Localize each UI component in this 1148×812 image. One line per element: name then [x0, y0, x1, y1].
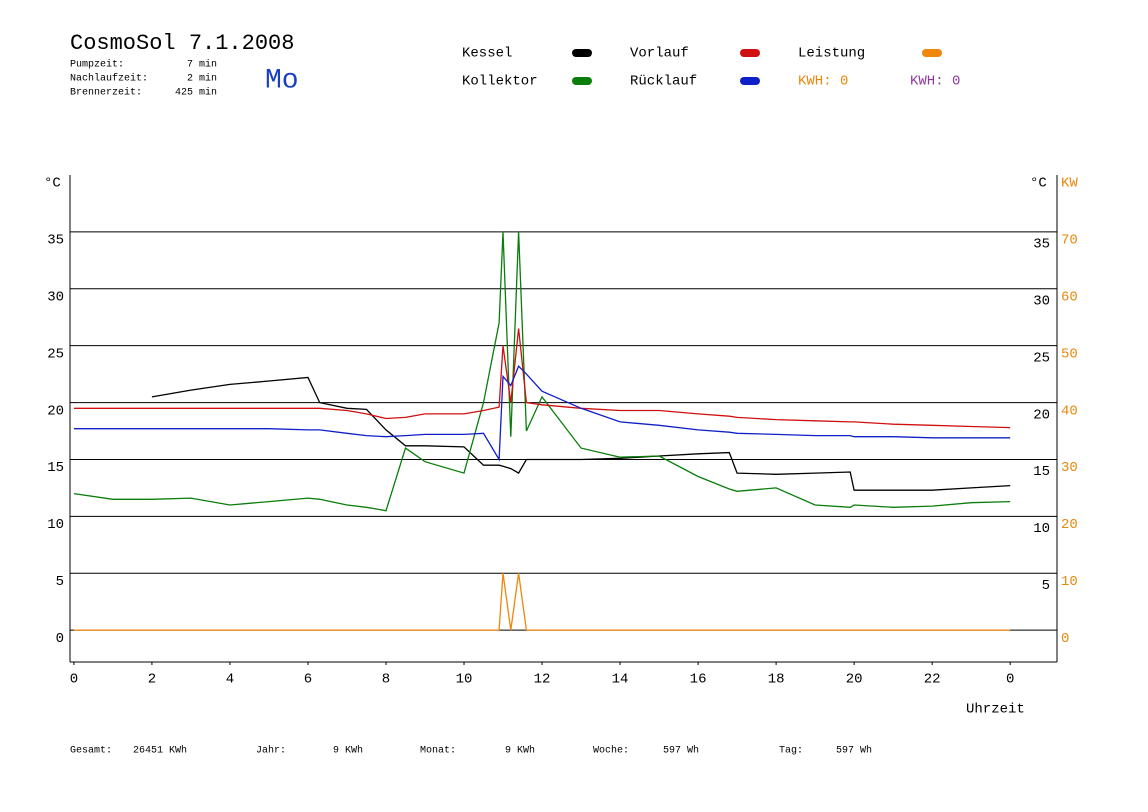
info-label: Brennerzeit:	[70, 87, 142, 99]
x-tick-label: 4	[226, 672, 234, 688]
info-value: 425 min	[175, 87, 217, 99]
y-tick-label-right: 35	[1033, 237, 1050, 253]
y-tick-label: 25	[47, 346, 64, 362]
footer-label: Monat:	[420, 746, 456, 757]
x-tick-label: 12	[534, 672, 551, 688]
legend-label: Rücklauf	[630, 74, 697, 90]
y2-axis-label: KW	[1061, 176, 1078, 192]
y-tick-label-right: 10	[1033, 521, 1050, 537]
footer-label: Jahr:	[256, 745, 286, 757]
legend-label: Leistung	[798, 46, 865, 62]
footer-value: 597 Wh	[836, 745, 872, 757]
x-tick-label: 10	[456, 672, 473, 688]
y-tick-label: 15	[47, 460, 64, 476]
series-line	[73, 328, 1011, 429]
x-tick-label: 0	[70, 672, 78, 688]
y2-tick-label: 70	[1061, 233, 1078, 249]
footer-label: Tag:	[779, 746, 803, 757]
kwh-label: KWH: 0	[910, 74, 960, 90]
title: CosmoSol 7.1.2008	[70, 31, 294, 56]
legend-swatch	[740, 77, 760, 85]
footer-value: 9 KWh	[505, 745, 535, 757]
series-line	[73, 231, 1011, 512]
x-tick-label: 6	[304, 672, 312, 688]
kwh-label: KWH: 0	[798, 74, 848, 90]
info-label: Nachlaufzeit:	[70, 73, 148, 85]
legend-label: Vorlauf	[630, 46, 689, 62]
y-tick-label-right: 30	[1033, 293, 1050, 309]
x-tick-label: 8	[382, 672, 390, 688]
legend-swatch	[572, 49, 592, 57]
y-axis-label: °C	[44, 176, 61, 192]
legend-label: Kessel	[462, 46, 512, 62]
y2-tick-label: 0	[1061, 631, 1069, 647]
y2-tick-label: 50	[1061, 346, 1078, 362]
x-tick-label: 14	[612, 672, 629, 688]
series-line	[73, 365, 1011, 462]
y-tick-label: 35	[47, 233, 64, 249]
footer-value: 9 KWh	[333, 745, 363, 757]
footer-value: 26451 KWh	[133, 745, 187, 757]
y-tick-label: 20	[47, 403, 64, 419]
footer-label: Woche:	[593, 745, 629, 757]
y2-tick-label: 30	[1061, 460, 1078, 476]
info-value: 2 min	[187, 73, 217, 85]
legend-swatch	[922, 49, 942, 57]
y2-tick-label: 10	[1061, 574, 1078, 590]
day: Mo	[265, 65, 299, 96]
y-tick-label-right: 20	[1033, 407, 1050, 423]
info-label: Pumpzeit:	[70, 59, 124, 71]
y2-tick-label: 20	[1061, 517, 1078, 533]
x-tick-label: 16	[690, 672, 707, 688]
y-tick-label-right: 5	[1042, 578, 1050, 594]
footer-value: 597 Wh	[663, 745, 699, 757]
x-axis-label: Uhrzeit	[966, 702, 1025, 718]
y-tick-label: 10	[47, 517, 64, 533]
y-tick-label-right: 25	[1033, 350, 1050, 366]
y-tick-label: 5	[56, 574, 64, 590]
legend-swatch	[572, 77, 592, 85]
series-line	[73, 573, 1011, 631]
y-axis-label-right: °C	[1030, 176, 1047, 192]
info-value: 7 min	[187, 59, 217, 71]
legend-swatch	[740, 49, 760, 57]
y2-tick-label: 40	[1061, 403, 1078, 419]
x-tick-label: 20	[846, 672, 863, 688]
x-tick-label: 0	[1006, 672, 1014, 688]
x-tick-label: 18	[768, 672, 785, 688]
x-tick-label: 22	[924, 672, 941, 688]
legend-label: Kollektor	[462, 74, 538, 90]
y2-tick-label: 60	[1061, 289, 1078, 305]
footer-label: Gesamt:	[70, 746, 112, 757]
series-line	[151, 376, 1011, 491]
y-tick-label: 30	[47, 289, 64, 305]
y-tick-label-right: 15	[1033, 464, 1050, 480]
y-tick-label: 0	[56, 631, 64, 647]
x-tick-label: 2	[148, 672, 156, 688]
